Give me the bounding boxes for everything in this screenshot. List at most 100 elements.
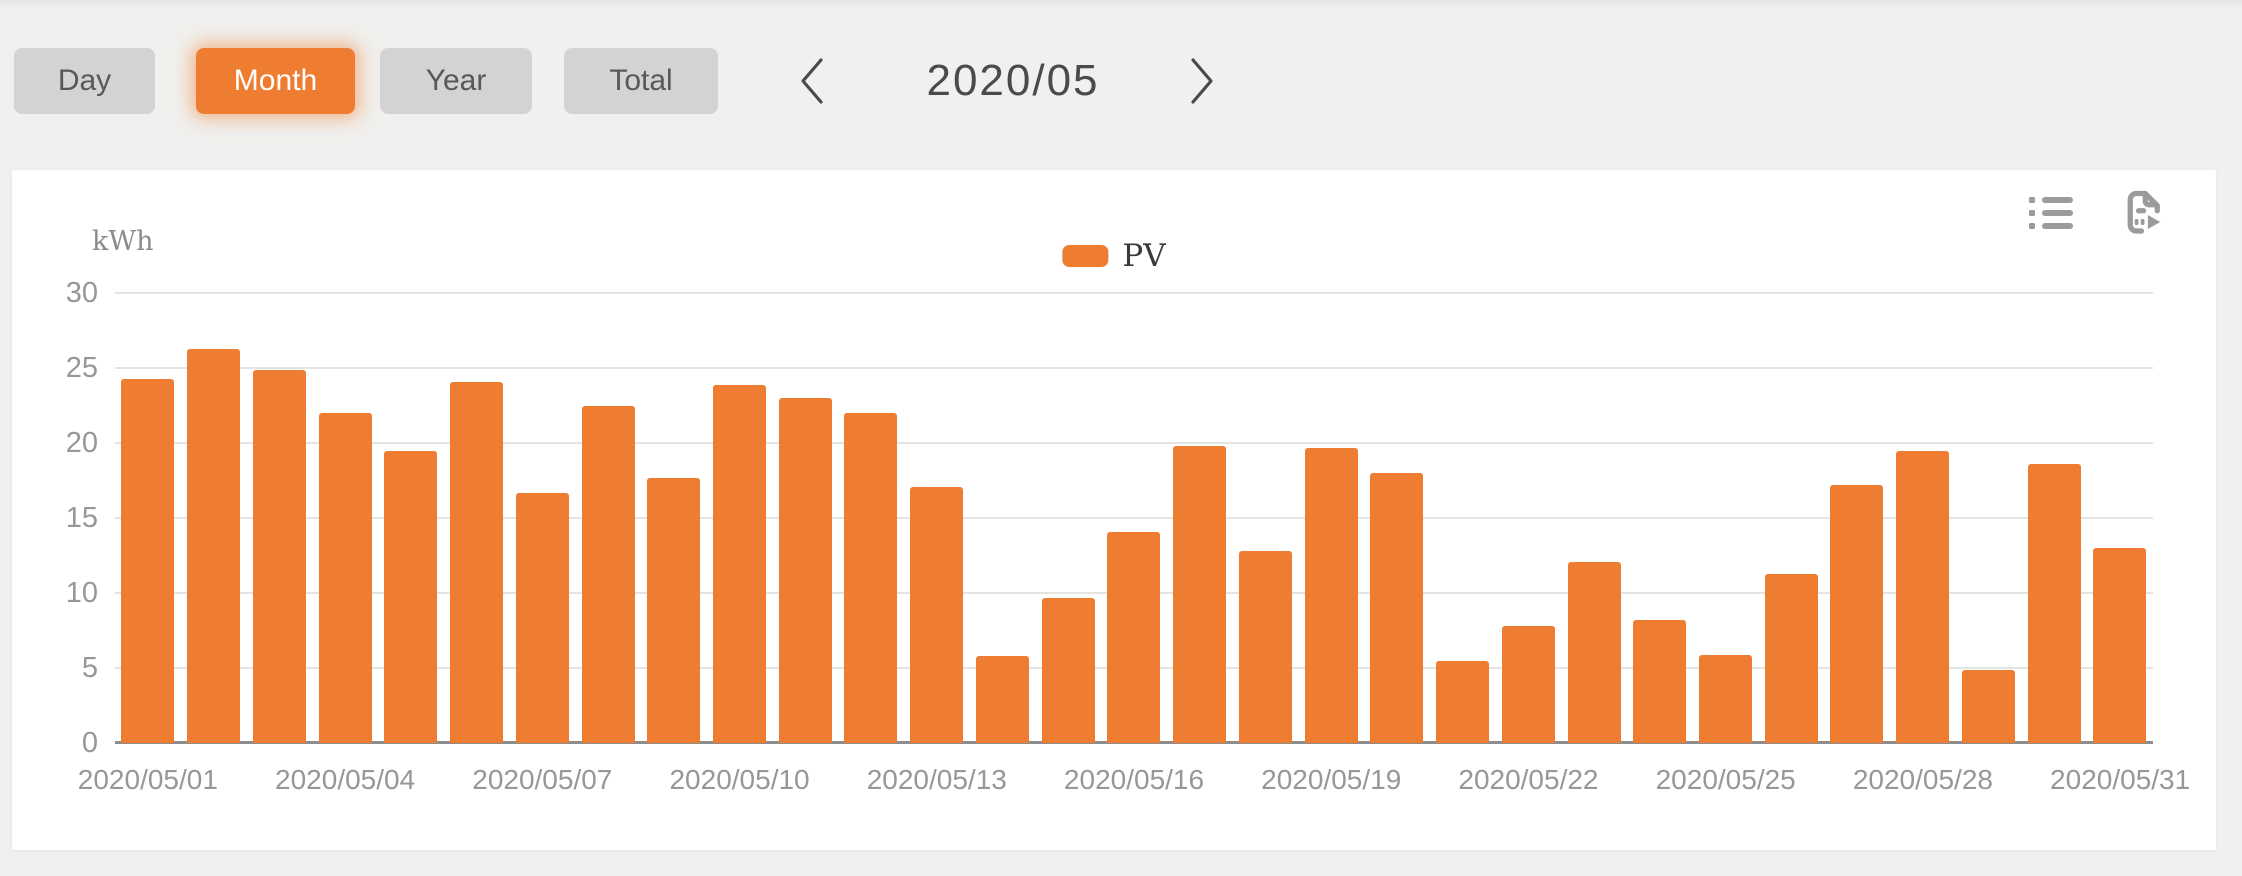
list-icon[interactable] xyxy=(2028,194,2074,237)
bar-2020/05/10[interactable] xyxy=(712,384,766,743)
bar-2020/05/19[interactable] xyxy=(1304,447,1358,743)
bar-2020/05/13[interactable] xyxy=(910,486,964,743)
x-tick-label: 2020/05/19 xyxy=(1261,764,1402,795)
bar-slot xyxy=(575,293,641,743)
bar-2020/05/03[interactable] xyxy=(252,369,306,743)
bar-slot xyxy=(509,293,575,743)
bar-2020/05/15[interactable] xyxy=(1041,597,1095,743)
bar-slot xyxy=(1101,293,1167,743)
bar-2020/05/05[interactable] xyxy=(384,450,438,743)
bar-slot xyxy=(1298,293,1364,743)
bar-2020/05/02[interactable] xyxy=(187,348,241,743)
gridline xyxy=(115,441,2153,444)
bar-2020/05/25[interactable] xyxy=(1698,654,1752,743)
y-tick-label: 20 xyxy=(65,426,98,459)
y-tick-label: 15 xyxy=(65,502,98,534)
bar-slot xyxy=(312,293,378,743)
bar-2020/05/28[interactable] xyxy=(1896,450,1950,743)
x-tick-label: 2020/05/25 xyxy=(1655,764,1796,795)
bar-slot xyxy=(707,293,773,743)
bar-series-pv xyxy=(115,293,2153,743)
bar-slot xyxy=(2087,293,2153,743)
x-tick-label: 2020/05/13 xyxy=(866,764,1007,795)
previous-period-button[interactable] xyxy=(788,52,836,110)
bar-slot xyxy=(246,293,312,743)
bar-slot xyxy=(181,293,247,743)
year-button[interactable]: Year xyxy=(380,48,532,114)
legend-item-pv[interactable]: PV xyxy=(1062,238,1166,274)
next-period-button[interactable] xyxy=(1178,52,1226,110)
chart-toolbox xyxy=(2028,188,2165,243)
bar-slot xyxy=(1232,293,1298,743)
x-tick-label: 2020/05/04 xyxy=(275,764,416,795)
bar-2020/05/12[interactable] xyxy=(844,413,898,743)
bar-2020/05/14[interactable] xyxy=(975,656,1029,743)
y-tick-label: 5 xyxy=(81,652,98,684)
gridline xyxy=(115,366,2153,369)
bar-slot xyxy=(1364,293,1430,743)
bar-slot xyxy=(1627,293,1693,743)
bar-slot xyxy=(378,293,444,743)
x-tick-label: 2020/05/01 xyxy=(77,764,218,795)
bar-2020/05/01[interactable] xyxy=(121,378,175,743)
bar-2020/05/29[interactable] xyxy=(1961,669,2015,743)
bar-slot xyxy=(2021,293,2087,743)
toolbar: Day Month Year Total 2020/05 xyxy=(0,0,2242,150)
y-tick-label: 30 xyxy=(65,277,98,309)
x-tick-label: 2020/05/07 xyxy=(472,764,613,795)
chevron-left-icon xyxy=(801,58,823,104)
legend-swatch-pv xyxy=(1062,245,1109,267)
bar-slot xyxy=(1890,293,1956,743)
bar-2020/05/18[interactable] xyxy=(1238,551,1292,743)
bar-2020/05/27[interactable] xyxy=(1830,485,1884,743)
day-button[interactable]: Day xyxy=(14,48,155,114)
y-axis-tick-labels: 0 5 10 15 20 25 30 xyxy=(12,277,98,759)
gridline xyxy=(115,292,2153,294)
bar-2020/05/20[interactable] xyxy=(1370,473,1424,743)
bar-slot xyxy=(1430,293,1496,743)
chevron-right-icon xyxy=(1191,58,1213,104)
bar-2020/05/04[interactable] xyxy=(318,413,372,743)
gridline xyxy=(115,517,2153,519)
bar-slot xyxy=(1035,293,1101,743)
x-tick-label: 2020/05/22 xyxy=(1458,764,1599,795)
bar-2020/05/30[interactable] xyxy=(2027,464,2081,743)
bar-2020/05/07[interactable] xyxy=(515,492,569,743)
bar-2020/05/17[interactable] xyxy=(1173,446,1227,743)
bar-2020/05/23[interactable] xyxy=(1567,561,1621,743)
x-axis-tick-labels: 2020/05/01 2020/05/04 2020/05/07 2020/05/10… xyxy=(78,764,2190,804)
total-button[interactable]: Total xyxy=(564,48,718,114)
bar-slot xyxy=(838,293,904,743)
bar-2020/05/11[interactable] xyxy=(778,398,832,743)
plot-area[interactable] xyxy=(115,292,2153,744)
bar-2020/05/21[interactable] xyxy=(1436,660,1490,743)
x-tick-label: 2020/05/10 xyxy=(669,764,810,795)
y-tick-label: 25 xyxy=(65,351,98,384)
bar-slot xyxy=(772,293,838,743)
bar-2020/05/16[interactable] xyxy=(1107,531,1161,743)
bar-slot xyxy=(115,293,181,743)
bar-2020/05/08[interactable] xyxy=(581,405,635,743)
x-tick-label: 2020/05/31 xyxy=(2050,764,2191,795)
bar-slot xyxy=(904,293,970,743)
chart-card: kWh PV xyxy=(12,170,2216,850)
bar-2020/05/31[interactable] xyxy=(2093,548,2147,743)
bar-2020/05/26[interactable] xyxy=(1764,573,1818,743)
y-axis-unit-label: kWh xyxy=(92,226,154,257)
x-tick-label: 2020/05/16 xyxy=(1063,764,1205,795)
bar-slot xyxy=(1758,293,1824,743)
bar-slot xyxy=(1561,293,1627,743)
bar-2020/05/06[interactable] xyxy=(450,381,504,743)
bar-slot xyxy=(641,293,707,743)
top-edge xyxy=(0,0,2242,10)
y-tick-label: 10 xyxy=(65,576,98,609)
bar-2020/05/24[interactable] xyxy=(1633,620,1687,743)
export-icon[interactable] xyxy=(2116,188,2165,243)
bar-2020/05/09[interactable] xyxy=(647,477,701,743)
bar-slot xyxy=(1693,293,1759,743)
bar-2020/05/22[interactable] xyxy=(1501,626,1555,743)
y-tick-label: 0 xyxy=(81,727,98,759)
bar-slot xyxy=(1956,293,2022,743)
month-button[interactable]: Month xyxy=(196,48,355,114)
bar-slot xyxy=(444,293,510,743)
